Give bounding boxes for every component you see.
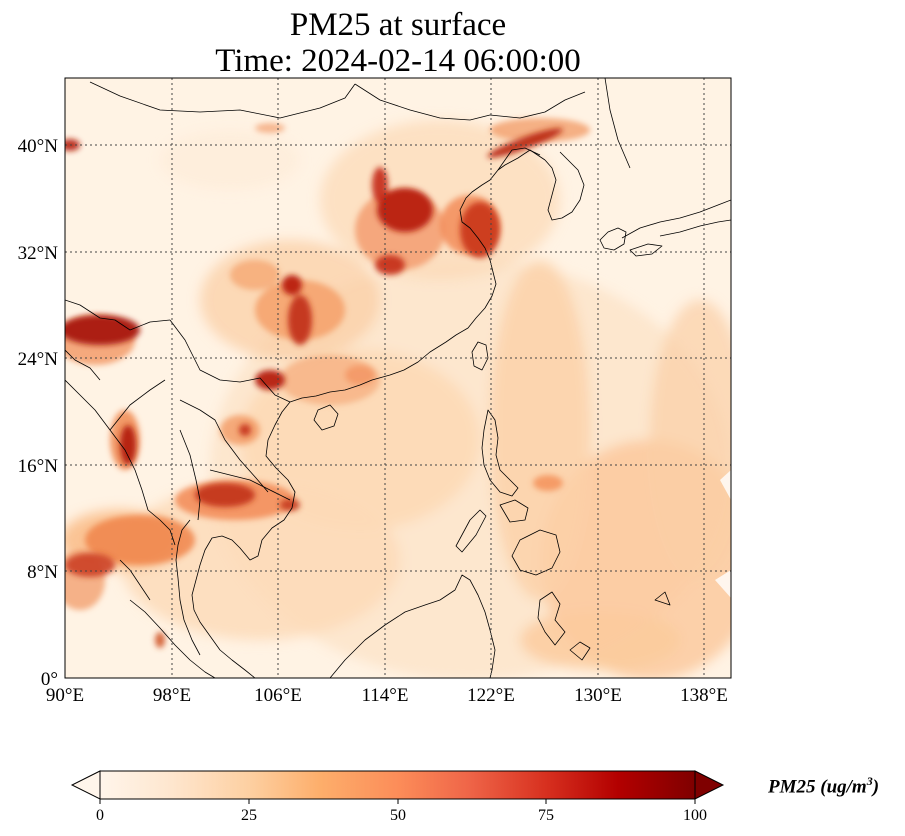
lon-tick-label: 90°E [46,685,84,706]
lat-tick-label: 16°N [18,456,59,477]
lon-tick-label: 130°E [574,685,622,706]
colorbar-tick-label: 0 [96,807,104,824]
lon-tick-label: 114°E [362,685,409,706]
colorbar-extend-min [70,770,101,800]
lat-tick-label: 8°N [27,562,58,583]
lat-tick-labels: 40°N 32°N 24°N 16°N 8°N 0° [18,136,59,690]
lon-tick-label: 138°E [680,685,728,706]
lon-tick-label: 98°E [153,685,191,706]
colorbar-tick-label: 75 [538,807,554,824]
map-frame [64,77,732,679]
haze-layer [65,120,731,678]
edge-artifacts [715,470,731,598]
lat-tick-label: 0° [41,669,58,690]
lat-tick-label: 32°N [18,243,59,264]
pm25-field [65,78,731,678]
lon-tick-label: 122°E [467,685,515,706]
colorbar: 0 25 50 75 100 [70,770,725,824]
high-layer [65,128,563,648]
colorbar-ticks [99,799,696,804]
units-text: PM25 (ug/m [768,776,867,798]
units-superscript: 3 [866,774,873,788]
lat-tick-label: 40°N [18,136,59,157]
lon-tick-label: 106°E [254,685,302,706]
colorbar-tick-label: 50 [390,807,406,824]
coastlines [65,78,731,678]
map-title: PM25 at surface [289,7,507,43]
map-subtitle-time: Time: 2024-02-14 06:00:00 [215,43,581,79]
colorbar-units-label: PM25 (ug/m3) [768,774,879,798]
lat-tick-label: 24°N [18,349,59,370]
colorbar-extend-max [694,770,725,800]
colorbar-tick-label: 25 [241,807,257,824]
colorbar-gradient [100,771,695,799]
units-close: ) [872,776,880,798]
colorbar-tick-label: 100 [683,807,707,824]
lon-tick-labels: 90°E 98°E 106°E 114°E 122°E 130°E 138°E [46,685,728,706]
gridlines [65,78,731,678]
